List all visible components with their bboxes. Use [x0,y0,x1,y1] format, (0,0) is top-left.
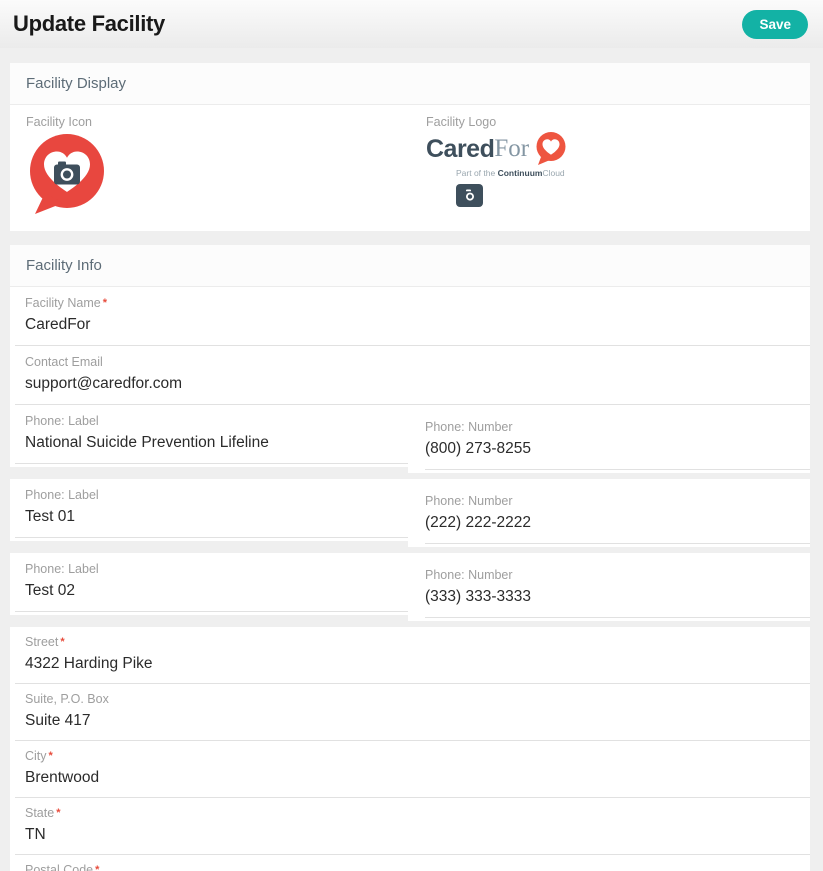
label-text: City [25,749,47,763]
facility-icon-column: Facility Icon [10,115,410,221]
required-asterisk: * [60,636,65,648]
phone-label-input-1[interactable] [25,433,408,452]
phone-label-input-2[interactable] [25,507,408,526]
phone-label-card: Phone: Label [10,405,408,467]
label-text: State [25,806,55,820]
phone-number-input-2[interactable] [425,513,810,532]
logo-word-for: For [494,135,530,162]
phone-number-title: Phone: Number [425,494,513,508]
suite-label: Suite, P.O. Box [25,692,109,706]
postal-code-label: Postal Code * [25,863,810,871]
facility-display-header: Facility Display [10,63,810,105]
facility-display-section: Facility Display Facility Icon Facilit [10,63,810,231]
facility-display-body: Facility Icon Facility Logo Cared For [10,105,810,231]
phone-number-input-3[interactable] [425,587,810,606]
page-title: Update Facility [13,11,165,36]
address-block: Street* Suite, P.O. Box City* State* Pos… [10,627,810,871]
phone-number-card: Phone: Number [408,405,810,473]
phone-row-1: Phone: Label Phone: Number [10,405,810,473]
facility-info-section: Facility Info Facility Name* Contact Ema… [10,245,810,871]
phone-label-title: Phone: Label [25,562,99,576]
state-input[interactable] [25,825,810,844]
caredfor-logo: Cared For [426,131,810,167]
contact-email-input[interactable] [25,374,810,393]
logo-tagline: Part of the ContinuumCloud [456,168,810,178]
state-label: State * [25,806,810,821]
tagline-suffix: Cloud [542,168,565,178]
phone-number-title: Phone: Number [425,420,513,434]
city-input[interactable] [25,768,810,787]
phone-label-title: Phone: Label [25,488,99,502]
save-button[interactable]: Save [742,9,808,39]
name-email-block: Facility Name* Contact Email [10,287,810,405]
required-asterisk: * [102,297,107,309]
suite-input[interactable] [25,711,810,730]
contact-email-field: Contact Email [15,346,810,405]
suite-field: Suite, P.O. Box [15,684,810,741]
phone-label-card: Phone: Label [10,553,408,615]
phone-label-input-3[interactable] [25,581,408,600]
phone-number-title: Phone: Number [425,568,513,582]
required-asterisk: * [95,864,100,871]
street-field: Street * [15,627,810,684]
phone-number-input-1[interactable] [425,439,810,458]
street-label: Street * [25,635,810,650]
label-text: Postal Code [25,863,94,871]
phone-label-card: Phone: Label [10,479,408,541]
phone-number-card: Phone: Number [408,553,810,621]
camera-icon [462,189,477,202]
street-input[interactable] [25,654,810,673]
facility-logo-label: Facility Logo [426,115,497,129]
content-area: Facility Display Facility Icon Facilit [0,48,823,871]
logo-word-cared: Cared [426,134,495,163]
phone-label-title: Phone: Label [25,414,99,428]
phone-row-2: Phone: Label Phone: Number [10,479,810,547]
page-header: Update Facility Save [0,0,823,48]
phone-row-3: Phone: Label Phone: Number [10,553,810,621]
tagline-bold: Continuum [497,168,543,178]
required-asterisk: * [48,750,53,762]
phone-number-card: Phone: Number [408,479,810,547]
facility-name-field: Facility Name * [15,287,810,346]
state-field: State * [15,798,810,855]
city-label: City * [25,749,810,764]
label-text: Facility Name [25,296,101,310]
facility-icon-label: Facility Icon [26,115,92,129]
facility-info-header: Facility Info [10,245,810,287]
facility-logo-column: Facility Logo Cared For Part of the Conti… [410,115,810,221]
label-text: Street [25,635,59,649]
upload-logo-button[interactable] [456,184,483,207]
tagline-prefix: Part of the [456,168,498,178]
heart-bubble-camera-icon [30,134,104,214]
logo-heart-bubble-icon [536,132,566,165]
contact-email-label: Contact Email [25,355,103,369]
facility-icon-upload[interactable] [28,134,106,221]
facility-name-label: Facility Name * [25,296,810,311]
required-asterisk: * [56,807,61,819]
city-field: City * [15,741,810,798]
facility-name-input[interactable] [25,315,810,334]
postal-code-field: Postal Code * [15,855,810,871]
